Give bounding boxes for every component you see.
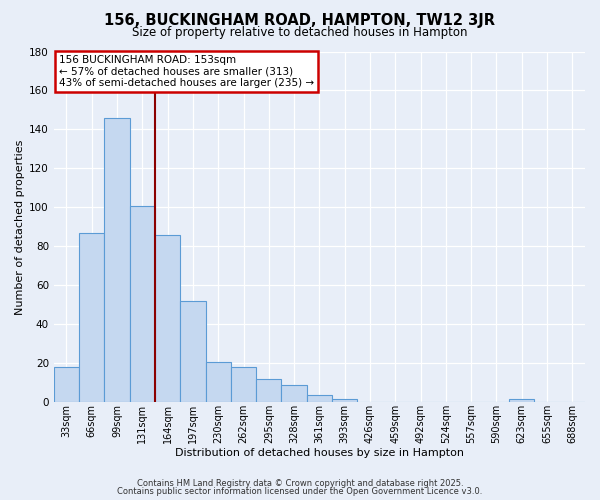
- Bar: [509, 398, 535, 402]
- Text: Contains HM Land Registry data © Crown copyright and database right 2025.: Contains HM Land Registry data © Crown c…: [137, 478, 463, 488]
- Bar: [332, 398, 358, 402]
- Text: Size of property relative to detached houses in Hampton: Size of property relative to detached ho…: [132, 26, 468, 39]
- Bar: [256, 379, 281, 402]
- Bar: [54, 368, 79, 402]
- X-axis label: Distribution of detached houses by size in Hampton: Distribution of detached houses by size …: [175, 448, 464, 458]
- Bar: [206, 362, 231, 403]
- Text: 156 BUCKINGHAM ROAD: 153sqm
← 57% of detached houses are smaller (313)
43% of se: 156 BUCKINGHAM ROAD: 153sqm ← 57% of det…: [59, 55, 314, 88]
- Bar: [130, 206, 155, 402]
- Bar: [281, 385, 307, 402]
- Y-axis label: Number of detached properties: Number of detached properties: [15, 140, 25, 314]
- Bar: [231, 368, 256, 402]
- Bar: [307, 394, 332, 402]
- Text: 156, BUCKINGHAM ROAD, HAMPTON, TW12 3JR: 156, BUCKINGHAM ROAD, HAMPTON, TW12 3JR: [104, 12, 496, 28]
- Bar: [104, 118, 130, 403]
- Text: Contains public sector information licensed under the Open Government Licence v3: Contains public sector information licen…: [118, 487, 482, 496]
- Bar: [180, 301, 206, 402]
- Bar: [79, 233, 104, 402]
- Bar: [155, 235, 180, 402]
